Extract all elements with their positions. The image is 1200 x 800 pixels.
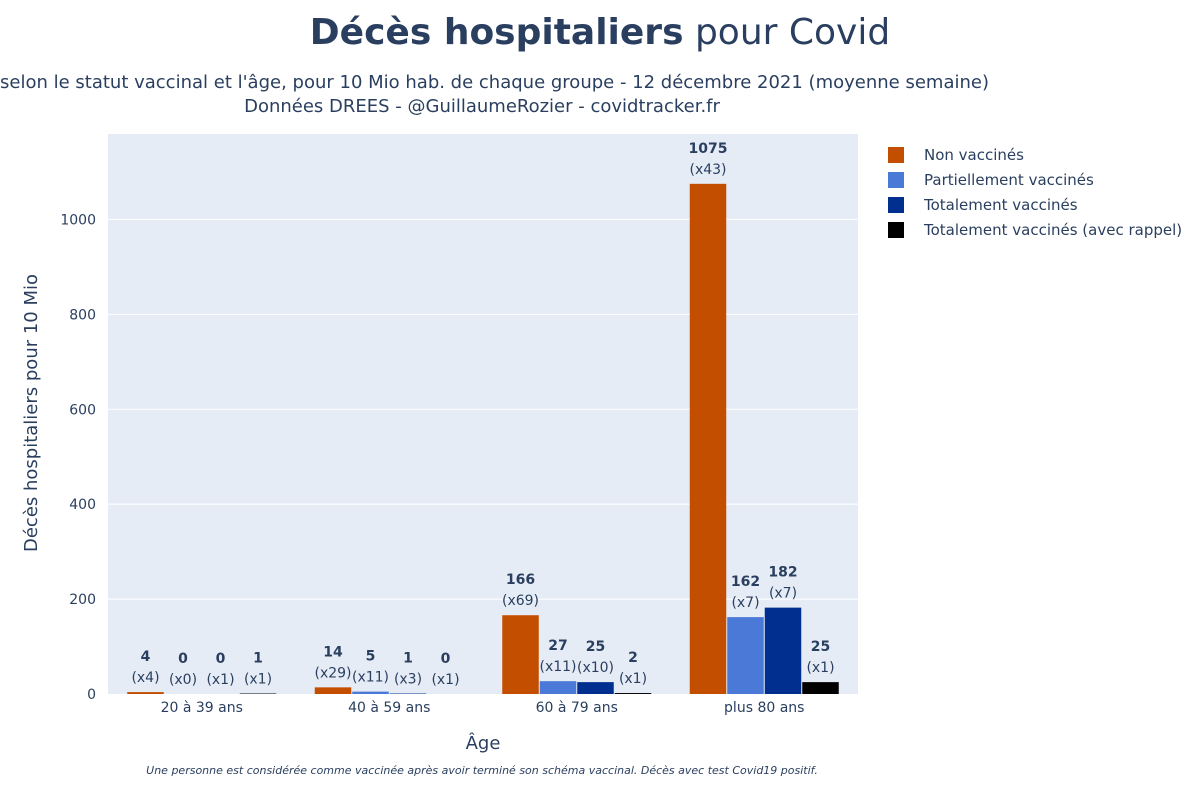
- bar[interactable]: [727, 617, 764, 694]
- y-tick-label: 800: [69, 307, 96, 323]
- legend-item[interactable]: Totalement vaccinés (avec rappel): [888, 217, 1182, 242]
- grid-lines: [108, 218, 858, 600]
- bar-value-label: 162: [731, 574, 760, 590]
- bar-value-label: 166: [506, 572, 535, 588]
- x-tick-label: 60 à 79 ans: [536, 700, 618, 716]
- bar-ratio-label: (x11): [539, 659, 576, 675]
- bar-ratio-label: (x1): [806, 660, 834, 676]
- legend-item[interactable]: Totalement vaccinés: [888, 192, 1182, 217]
- bar-value-label: 0: [216, 651, 226, 667]
- bar[interactable]: [352, 691, 389, 694]
- legend-swatch: [888, 171, 904, 188]
- bar[interactable]: [802, 682, 839, 694]
- chart-title-bold: Décès hospitaliers: [309, 12, 684, 53]
- bar-ratio-label: (x11): [352, 670, 389, 686]
- y-tick-label: 600: [69, 402, 96, 418]
- bar[interactable]: [539, 681, 577, 694]
- bar-ratio-label: (x4): [131, 670, 159, 686]
- y-tick-label: 1000: [60, 212, 96, 228]
- bar-value-label: 2: [628, 650, 638, 666]
- chart-title-rest: pour Covid: [683, 12, 891, 53]
- bar-value-label: 27: [548, 638, 567, 654]
- data-labels: 4 (x4) 0 (x0) 0 (x1) 1 (x1) 14 (x29) 5 (x11) 1 (x3) 0 (…: [131, 141, 834, 688]
- bar[interactable]: [689, 183, 727, 694]
- legend: Non vaccinés Partiellement vaccinés Totale…: [888, 142, 1182, 242]
- bar-value-label: 182: [768, 565, 797, 581]
- legend-swatch: [888, 196, 904, 213]
- bar-value-label: 4: [141, 649, 151, 665]
- bar[interactable]: [614, 693, 652, 694]
- chart-subtitle-line1: selon le statut vaccinal et l'âge, pour …: [0, 72, 989, 93]
- bar-value-label: 5: [366, 649, 376, 665]
- bar-ratio-label: (x29): [314, 665, 351, 681]
- bars: [127, 183, 839, 694]
- bar-value-label: 25: [586, 639, 605, 655]
- bar[interactable]: [502, 615, 539, 694]
- legend-label: Totalement vaccinés (avec rappel): [924, 220, 1183, 239]
- bar-value-label: 0: [441, 651, 451, 667]
- x-axis-label: Âge: [466, 732, 501, 754]
- bar[interactable]: [764, 607, 802, 694]
- plot-area-background: [108, 134, 858, 694]
- y-tick-label: 200: [69, 592, 96, 608]
- bar-value-label: 14: [323, 644, 343, 660]
- bar-ratio-label: (x10): [577, 660, 614, 676]
- bar-ratio-label: (x7): [769, 586, 797, 602]
- legend-label: Totalement vaccinés: [924, 195, 1078, 214]
- bar-value-label: 1: [253, 651, 263, 667]
- bar-ratio-label: (x43): [689, 162, 726, 178]
- bar-value-label: 25: [811, 639, 830, 655]
- footnote: Une personne est considérée comme vaccin…: [146, 764, 818, 777]
- legend-swatch: [888, 146, 904, 163]
- x-tick-label: 40 à 59 ans: [348, 700, 430, 716]
- bar-ratio-label: (x0): [169, 672, 197, 688]
- bar[interactable]: [127, 692, 164, 694]
- y-tick-labels: 0 200 400 600 800 1000: [60, 212, 96, 703]
- legend-item[interactable]: Non vaccinés: [888, 142, 1182, 167]
- y-tick-label: 0: [87, 687, 96, 703]
- x-tick-label: plus 80 ans: [724, 700, 804, 716]
- bar-ratio-label: (x1): [431, 672, 459, 688]
- y-tick-label: 400: [69, 497, 96, 513]
- chart-title: Décès hospitaliers pour Covid: [0, 12, 1200, 53]
- legend-swatch: [888, 221, 904, 238]
- legend-label: Non vaccinés: [924, 145, 1024, 164]
- y-axis-label: Décès hospitaliers pour 10 Mio: [21, 274, 42, 552]
- bar-value-label: 1: [403, 651, 413, 667]
- x-tick-label: 20 à 39 ans: [161, 700, 243, 716]
- bar[interactable]: [577, 682, 614, 694]
- bar-ratio-label: (x3): [394, 672, 422, 688]
- chart-subtitle-line2: Données DREES - @GuillaumeRozier - covid…: [244, 96, 720, 117]
- bar-ratio-label: (x7): [731, 595, 759, 611]
- bar-ratio-label: (x1): [619, 671, 647, 687]
- legend-label: Partiellement vaccinés: [924, 170, 1094, 189]
- bar-ratio-label: (x1): [244, 672, 272, 688]
- bar-ratio-label: (x1): [206, 672, 234, 688]
- bar-value-label: 0: [178, 651, 188, 667]
- bar-value-label: 1075: [689, 141, 728, 157]
- bar[interactable]: [314, 687, 352, 694]
- bar-ratio-label: (x69): [502, 593, 539, 609]
- x-tick-labels: 20 à 39 ans 40 à 59 ans 60 à 79 ans plus 80…: [161, 700, 805, 716]
- legend-item[interactable]: Partiellement vaccinés: [888, 167, 1182, 192]
